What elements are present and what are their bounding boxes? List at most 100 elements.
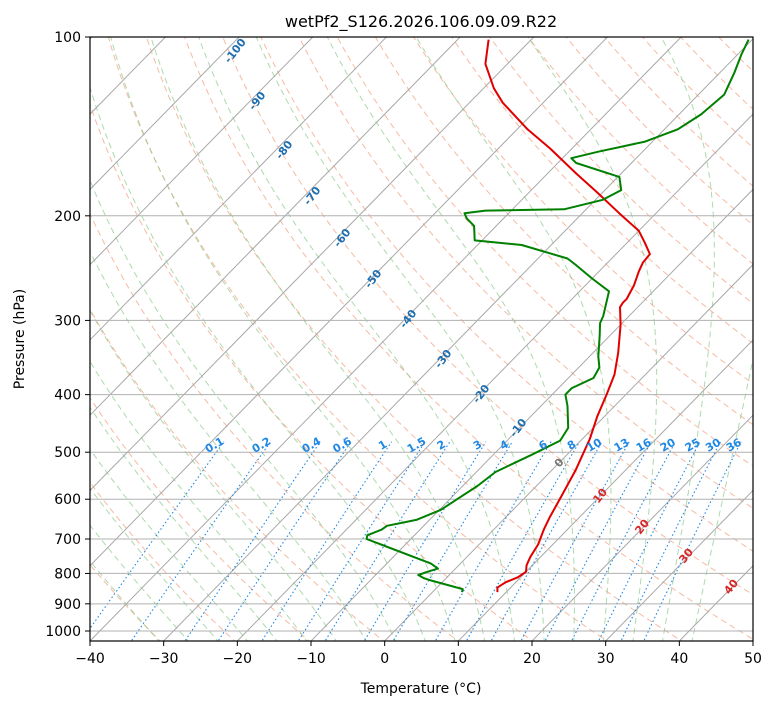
mixing-ratio-line bbox=[297, 441, 426, 641]
dry-adiabat-label: -10 bbox=[507, 416, 530, 440]
dry-adiabat-label: -90 bbox=[246, 89, 269, 113]
dry-adiabat bbox=[90, 481, 236, 641]
mixing-ratio-line bbox=[363, 441, 487, 641]
dry-adiabat bbox=[744, 24, 775, 644]
dry-adiabat bbox=[451, 37, 753, 345]
moist-adiabat bbox=[660, 37, 715, 641]
x-tick-label: −30 bbox=[149, 651, 179, 667]
dry-adiabat bbox=[145, 37, 683, 641]
mixing-ratio-line bbox=[90, 441, 225, 630]
moist-adiabat-label: 40 bbox=[721, 577, 741, 597]
y-tick-label: 600 bbox=[54, 492, 81, 508]
mixing-ratio-line bbox=[544, 441, 652, 641]
x-tick-label: 30 bbox=[597, 651, 615, 667]
y-tick-label: 400 bbox=[54, 388, 81, 404]
dry-adiabat-label: -70 bbox=[301, 184, 324, 208]
isotherm bbox=[90, 37, 682, 641]
isotherm bbox=[162, 38, 753, 641]
dry-adiabat bbox=[184, 37, 753, 640]
x-axis-label: Temperature (°C) bbox=[360, 681, 482, 697]
y-tick-label: 200 bbox=[54, 209, 81, 225]
dry-adiabat-label: -60 bbox=[331, 226, 354, 250]
dry-adiabat bbox=[718, 37, 753, 72]
moist-adiabat bbox=[415, 37, 612, 641]
y-tick-label: 300 bbox=[54, 313, 81, 329]
y-tick-label: 1000 bbox=[45, 624, 81, 640]
mixing-ratio-line bbox=[597, 441, 701, 641]
moist-adiabat bbox=[527, 37, 658, 641]
moist-adiabat bbox=[326, 37, 575, 641]
mixing-ratio-line bbox=[184, 441, 321, 641]
moist-adiabat bbox=[90, 487, 219, 641]
dewpoint-line bbox=[365, 39, 750, 593]
dry-adiabat bbox=[413, 37, 753, 385]
dry-adiabat-label: -20 bbox=[470, 382, 493, 406]
isotherm bbox=[90, 37, 240, 191]
moist-adiabat bbox=[90, 309, 337, 641]
dry-adiabat bbox=[90, 103, 534, 641]
x-tick-label: −40 bbox=[75, 651, 105, 667]
dry-adiabat bbox=[107, 37, 608, 641]
dry-adiabat bbox=[90, 397, 310, 641]
y-axis-label: Pressure (hPa) bbox=[12, 289, 28, 389]
dry-adiabat bbox=[374, 37, 753, 426]
dry-adiabat bbox=[260, 37, 753, 552]
dry-adiabat bbox=[489, 37, 753, 305]
dry-adiabat bbox=[336, 37, 753, 467]
y-tick-label: 900 bbox=[54, 597, 81, 613]
x-tick-label: −10 bbox=[296, 651, 326, 667]
mixing-ratio-line bbox=[620, 441, 721, 641]
mixing-ratio-line bbox=[434, 441, 552, 641]
moist-adiabat-label: 30 bbox=[676, 546, 696, 566]
mixing-ratio-line bbox=[643, 441, 742, 641]
moist-adiabat bbox=[90, 250, 367, 641]
x-axis-ticks: −40 −30 −20 −10 0 10 20 30 40 50 bbox=[75, 641, 762, 667]
moist-adiabat bbox=[90, 179, 397, 641]
dry-adiabat bbox=[90, 212, 459, 641]
dry-adiabat bbox=[298, 37, 753, 509]
x-tick-label: 40 bbox=[670, 651, 688, 667]
mixing-ratio-line bbox=[217, 441, 352, 641]
moist-adiabat bbox=[691, 356, 753, 641]
isotherm bbox=[90, 37, 314, 266]
plot-frame bbox=[89, 36, 754, 642]
isotherm bbox=[90, 37, 388, 341]
mixing-ratio-line bbox=[261, 441, 393, 641]
background-lines bbox=[90, 24, 775, 644]
x-tick-label: −20 bbox=[223, 651, 253, 667]
dry-adiabat bbox=[565, 37, 753, 226]
isotherm bbox=[310, 188, 753, 641]
isotherm bbox=[383, 263, 753, 641]
isotherm bbox=[604, 489, 753, 641]
isotherm bbox=[90, 37, 461, 416]
sounding-series bbox=[365, 39, 750, 593]
moist-adiabat bbox=[198, 37, 515, 641]
isotherm bbox=[457, 339, 753, 641]
moist-adiabat bbox=[90, 85, 426, 641]
moist-adiabat bbox=[255, 37, 545, 641]
x-tick-label: 10 bbox=[449, 651, 467, 667]
mixing-ratio-line bbox=[520, 441, 630, 641]
y-tick-label: 100 bbox=[54, 30, 81, 46]
y-tick-label: 700 bbox=[54, 532, 81, 548]
moist-adiabat bbox=[110, 37, 456, 641]
moist-adiabat bbox=[90, 360, 308, 641]
mixing-ratio-line bbox=[392, 441, 513, 641]
y-tick-label: 500 bbox=[54, 445, 81, 461]
isotherm bbox=[752, 640, 753, 641]
dry-adiabat-label: -30 bbox=[432, 347, 455, 371]
isotherm bbox=[531, 414, 753, 641]
moist-adiabat bbox=[90, 524, 189, 641]
y-axis-ticks: 100 200 300 400 500 600 700 800 900 1000 bbox=[45, 30, 90, 640]
pressure-gridlines bbox=[90, 37, 753, 632]
x-tick-label: 20 bbox=[523, 651, 541, 667]
y-tick-label: 800 bbox=[54, 566, 81, 582]
mixing-ratio-line bbox=[465, 441, 580, 641]
isotherm bbox=[90, 37, 535, 492]
mixing-ratio-label: 3 bbox=[471, 438, 484, 453]
moist-adiabat-label: 20 bbox=[632, 517, 652, 537]
isotherm bbox=[236, 113, 753, 641]
x-tick-label: 50 bbox=[744, 651, 762, 667]
